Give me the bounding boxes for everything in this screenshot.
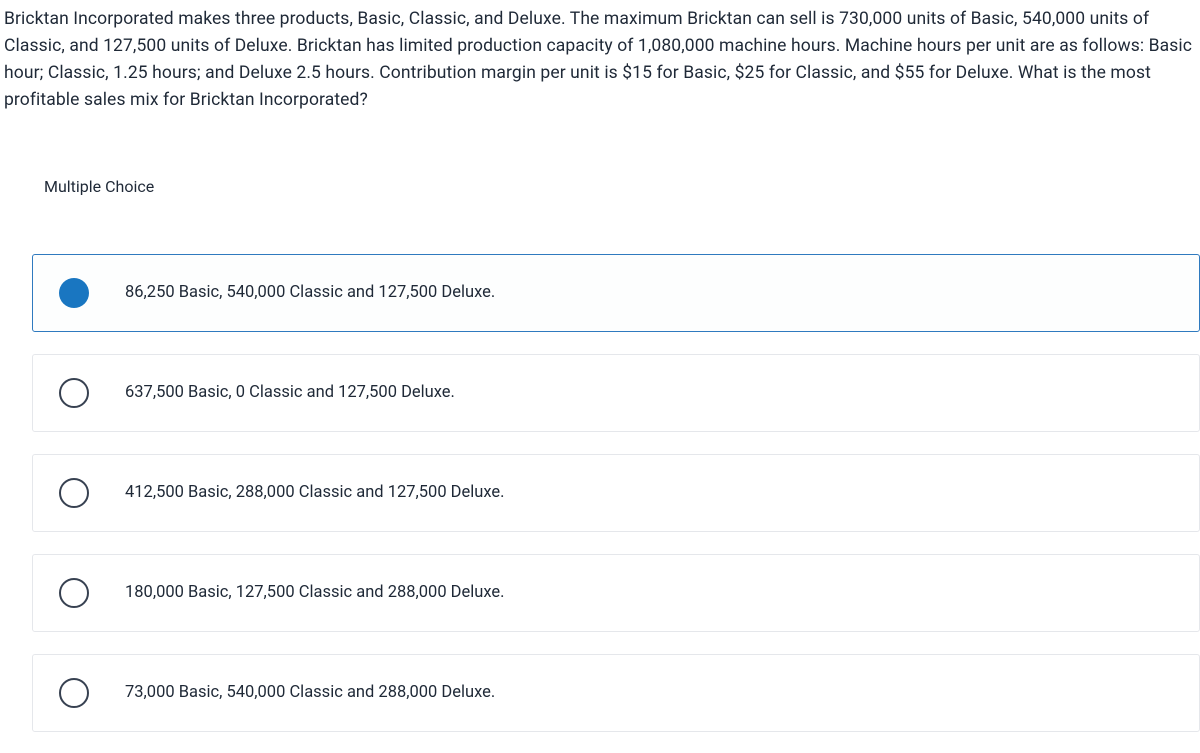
radio-unselected-icon (59, 578, 89, 608)
option-4-label: 180,000 Basic, 127,500 Classic and 288,0… (125, 583, 505, 602)
option-4[interactable]: 180,000 Basic, 127,500 Classic and 288,0… (32, 554, 1200, 632)
option-5[interactable]: 73,000 Basic, 540,000 Classic and 288,00… (32, 654, 1200, 732)
option-2-label: 637,500 Basic, 0 Classic and 127,500 Del… (125, 383, 455, 402)
option-2[interactable]: 637,500 Basic, 0 Classic and 127,500 Del… (32, 354, 1200, 432)
options-container: 86,250 Basic, 540,000 Classic and 127,50… (32, 254, 1200, 732)
question-text: Bricktan Incorporated makes three produc… (0, 0, 1200, 115)
radio-selected-icon (59, 278, 89, 308)
multiple-choice-label: Multiple Choice (44, 177, 1200, 196)
radio-unselected-icon (59, 378, 89, 408)
option-1[interactable]: 86,250 Basic, 540,000 Classic and 127,50… (32, 254, 1200, 332)
option-1-label: 86,250 Basic, 540,000 Classic and 127,50… (125, 283, 495, 302)
option-5-label: 73,000 Basic, 540,000 Classic and 288,00… (125, 683, 495, 702)
radio-unselected-icon (59, 478, 89, 508)
option-3[interactable]: 412,500 Basic, 288,000 Classic and 127,5… (32, 454, 1200, 532)
radio-unselected-icon (59, 678, 89, 708)
option-3-label: 412,500 Basic, 288,000 Classic and 127,5… (125, 483, 505, 502)
